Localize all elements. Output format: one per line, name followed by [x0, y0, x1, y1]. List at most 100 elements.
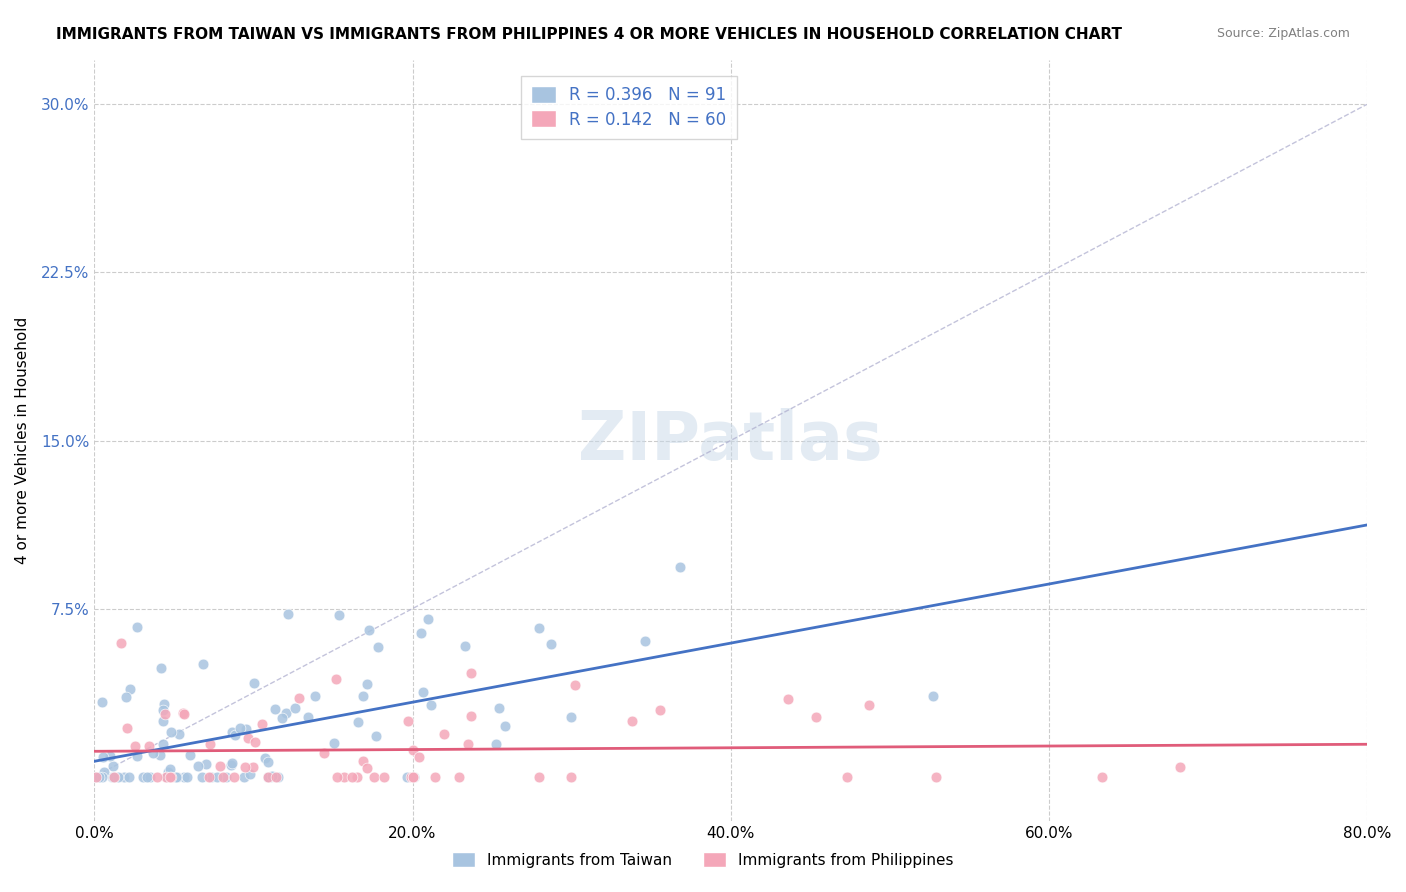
Immigrants from Philippines — [173, 706, 195, 721]
Immigrants from Taiwan — [91, 749, 114, 764]
Immigrants from Taiwan — [194, 757, 217, 772]
Immigrants from Taiwan — [89, 770, 111, 784]
Immigrants from Taiwan — [98, 749, 121, 764]
Immigrants from Philippines — [564, 678, 586, 692]
Immigrants from Taiwan — [242, 676, 264, 690]
Immigrants from Philippines — [212, 770, 235, 784]
Immigrants from Philippines — [209, 758, 232, 772]
Immigrants from Philippines — [146, 770, 169, 784]
Immigrants from Philippines — [447, 770, 470, 784]
Immigrants from Philippines — [778, 691, 800, 706]
Immigrants from Philippines — [138, 739, 160, 753]
Immigrants from Taiwan — [221, 724, 243, 739]
Immigrants from Taiwan — [356, 677, 378, 691]
Immigrants from Philippines — [925, 770, 948, 784]
Immigrants from Taiwan — [156, 770, 179, 784]
Text: ZIPatlas: ZIPatlas — [578, 408, 883, 474]
Immigrants from Taiwan — [103, 770, 125, 784]
Immigrants from Taiwan — [191, 657, 214, 672]
Immigrants from Taiwan — [328, 608, 350, 623]
Immigrants from Taiwan — [152, 702, 174, 716]
Immigrants from Philippines — [423, 770, 446, 784]
Immigrants from Philippines — [621, 714, 644, 729]
Immigrants from Taiwan — [101, 770, 124, 784]
Immigrants from Taiwan — [141, 747, 163, 761]
Immigrants from Taiwan — [87, 770, 110, 784]
Immigrants from Taiwan — [190, 770, 212, 784]
Immigrants from Taiwan — [274, 706, 297, 721]
Immigrants from Taiwan — [264, 701, 287, 715]
Immigrants from Taiwan — [187, 759, 209, 773]
Immigrants from Taiwan — [540, 637, 562, 651]
Immigrants from Taiwan — [347, 714, 370, 729]
Immigrants from Philippines — [353, 755, 375, 769]
Immigrants from Philippines — [110, 635, 132, 649]
Immigrants from Taiwan — [125, 620, 148, 634]
Immigrants from Philippines — [325, 672, 347, 686]
Immigrants from Philippines — [457, 737, 479, 751]
Immigrants from Taiwan — [352, 689, 374, 703]
Immigrants from Taiwan — [359, 623, 381, 637]
Immigrants from Philippines — [124, 739, 146, 753]
Immigrants from Taiwan — [165, 770, 187, 784]
Immigrants from Taiwan — [634, 633, 657, 648]
Immigrants from Philippines — [401, 770, 423, 784]
Immigrants from Taiwan — [668, 560, 690, 574]
Immigrants from Philippines — [333, 770, 356, 784]
Immigrants from Philippines — [264, 770, 287, 784]
Immigrants from Taiwan — [259, 770, 281, 784]
Immigrants from Philippines — [242, 760, 264, 774]
Immigrants from Philippines — [288, 690, 311, 705]
Immigrants from Taiwan — [257, 770, 280, 784]
Immigrants from Philippines — [86, 770, 108, 784]
Immigrants from Taiwan — [173, 770, 195, 784]
Immigrants from Philippines — [103, 770, 125, 784]
Y-axis label: 4 or more Vehicles in Household: 4 or more Vehicles in Household — [15, 317, 30, 564]
Immigrants from Taiwan — [297, 710, 319, 724]
Immigrants from Philippines — [222, 770, 245, 784]
Immigrants from Philippines — [233, 760, 256, 774]
Immigrants from Philippines — [460, 709, 482, 723]
Immigrants from Taiwan — [114, 690, 136, 704]
Immigrants from Philippines — [198, 737, 221, 751]
Immigrants from Philippines — [153, 706, 176, 721]
Immigrants from Taiwan — [224, 727, 246, 741]
Immigrants from Philippines — [342, 770, 364, 784]
Immigrants from Taiwan — [304, 690, 326, 704]
Immigrants from Taiwan — [107, 770, 129, 784]
Immigrants from Philippines — [363, 770, 385, 784]
Immigrants from Taiwan — [284, 700, 307, 714]
Immigrants from Taiwan — [200, 770, 222, 784]
Immigrants from Philippines — [160, 770, 183, 784]
Immigrants from Philippines — [245, 735, 267, 749]
Immigrants from Taiwan — [150, 661, 173, 675]
Immigrants from Philippines — [1168, 760, 1191, 774]
Immigrants from Taiwan — [207, 770, 229, 784]
Immigrants from Taiwan — [404, 770, 426, 784]
Immigrants from Taiwan — [156, 764, 179, 779]
Immigrants from Taiwan — [235, 722, 257, 736]
Immigrants from Taiwan — [239, 766, 262, 780]
Immigrants from Taiwan — [149, 747, 172, 762]
Immigrants from Taiwan — [364, 729, 387, 743]
Immigrants from Philippines — [117, 721, 139, 735]
Immigrants from Philippines — [402, 743, 425, 757]
Immigrants from Taiwan — [166, 770, 188, 784]
Immigrants from Taiwan — [418, 612, 440, 626]
Immigrants from Philippines — [155, 770, 177, 784]
Immigrants from Taiwan — [367, 640, 389, 654]
Immigrants from Taiwan — [91, 770, 114, 784]
Immigrants from Taiwan — [277, 607, 299, 622]
Immigrants from Taiwan — [179, 748, 201, 763]
Immigrants from Taiwan — [412, 685, 434, 699]
Immigrants from Taiwan — [921, 689, 943, 703]
Immigrants from Taiwan — [221, 756, 243, 770]
Immigrants from Taiwan — [454, 639, 477, 653]
Immigrants from Taiwan — [488, 701, 510, 715]
Immigrants from Philippines — [399, 770, 422, 784]
Immigrants from Philippines — [159, 770, 181, 784]
Immigrants from Taiwan — [118, 681, 141, 696]
Immigrants from Philippines — [198, 770, 221, 784]
Immigrants from Taiwan — [253, 751, 276, 765]
Immigrants from Taiwan — [495, 719, 517, 733]
